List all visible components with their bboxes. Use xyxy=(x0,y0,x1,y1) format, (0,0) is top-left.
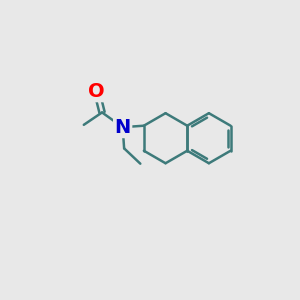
Text: N: N xyxy=(115,118,131,137)
Text: O: O xyxy=(88,82,105,101)
